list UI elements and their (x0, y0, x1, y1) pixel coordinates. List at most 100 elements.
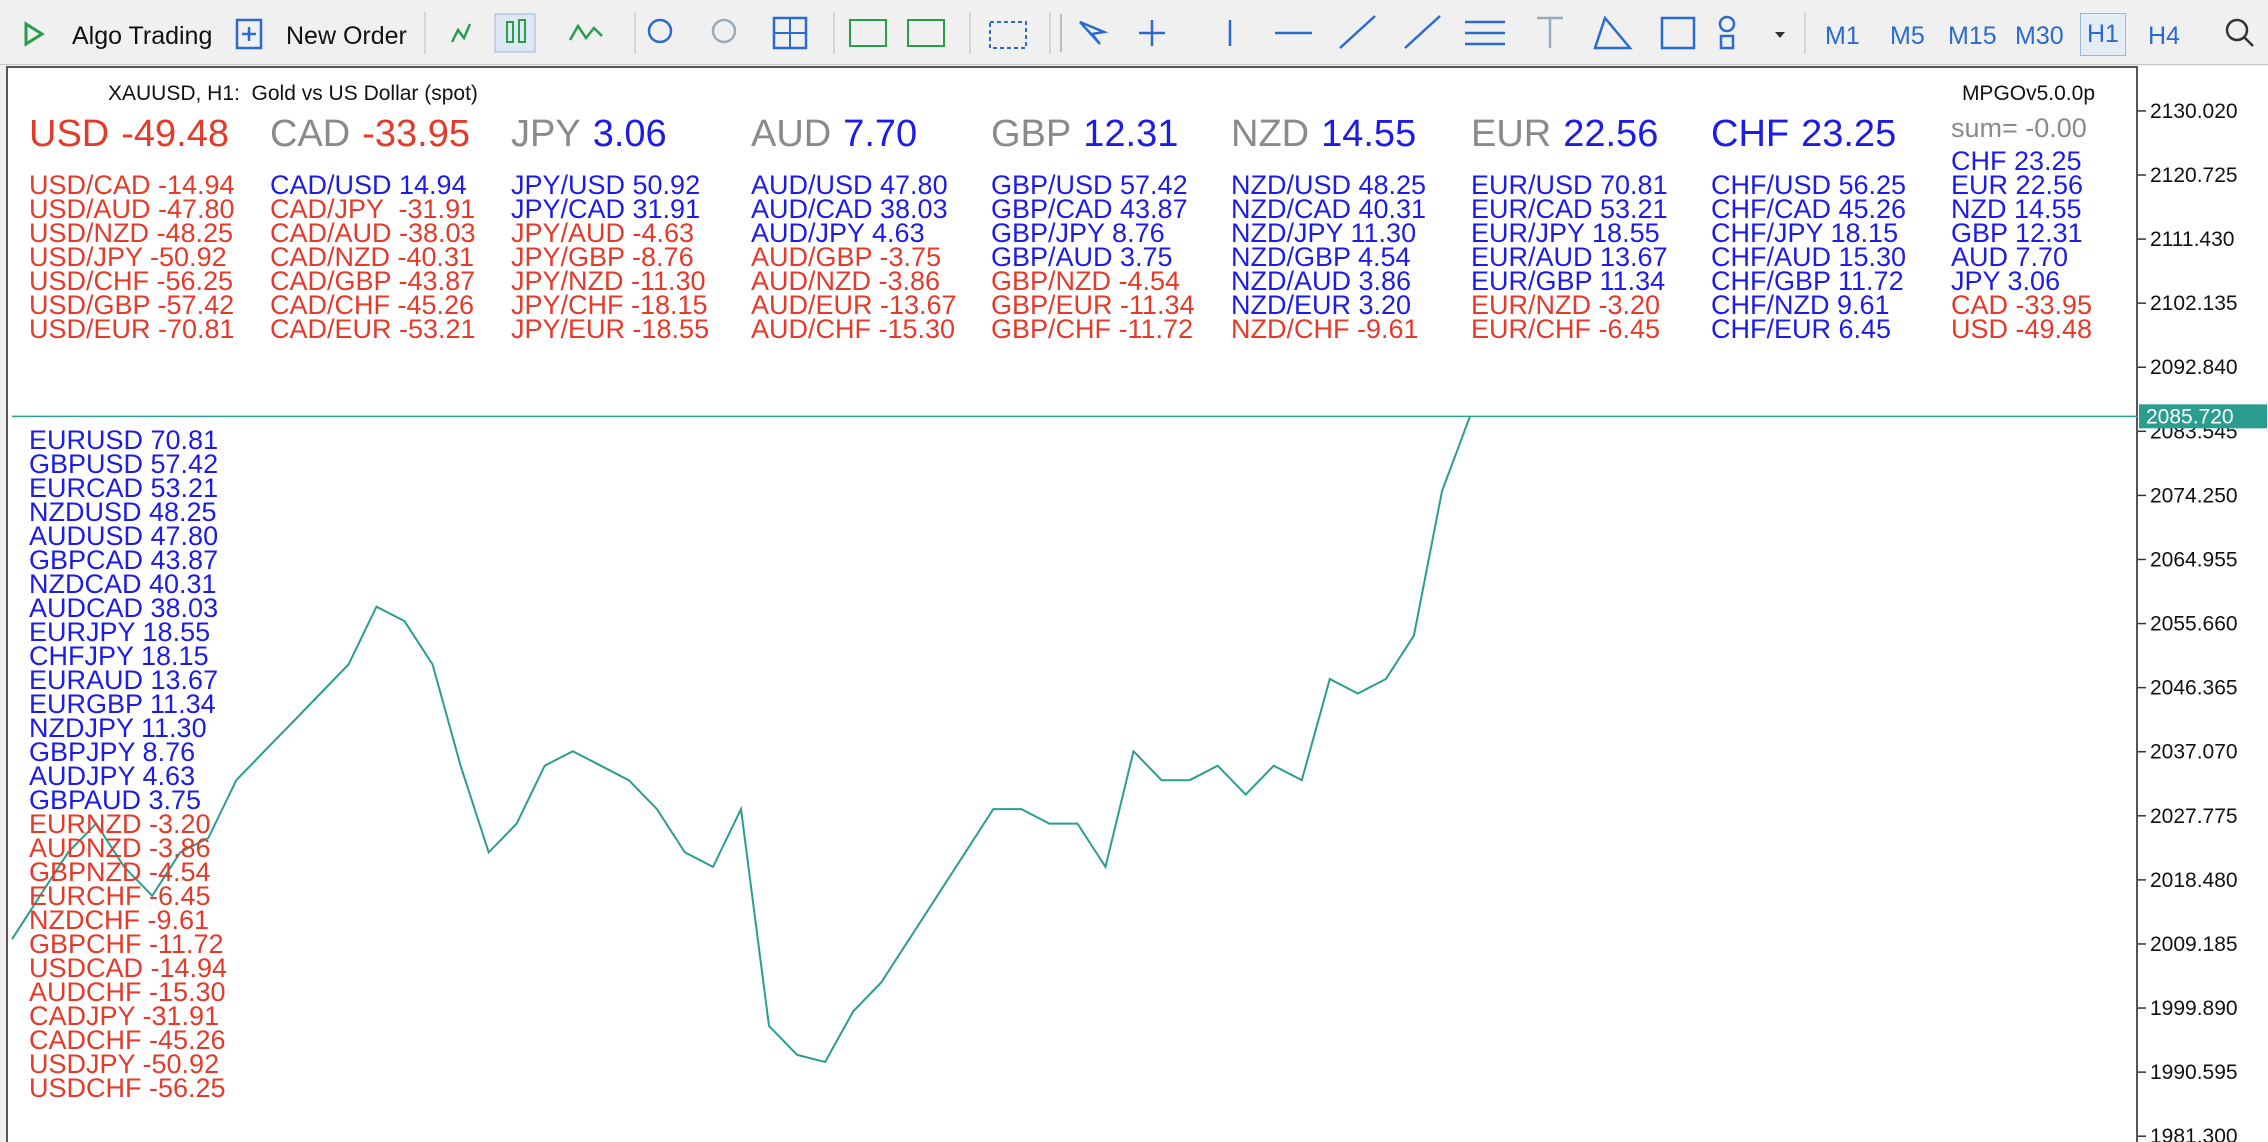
currency-label: USD (29, 113, 110, 155)
pair-strength: NZD/GBP 4.54 (1231, 242, 1411, 272)
pair-strength: CAD/GBP -43.87 (270, 266, 476, 296)
pair-ranking: NZDJPY 11.30 (29, 713, 207, 743)
pair-strength: CAD/JPY -31.91 (270, 194, 476, 224)
y-tick-label: 2027.775 (2150, 805, 2238, 828)
pair-strength: EUR/NZD -3.20 (1471, 290, 1661, 320)
pair-ranking: GBPJPY 8.76 (29, 737, 196, 767)
pair-strength: EUR/CHF -6.45 (1471, 314, 1661, 344)
pair-ranking: EURGBP 11.34 (29, 689, 216, 719)
bar-icon[interactable] (450, 23, 472, 43)
line-icon[interactable] (568, 23, 603, 41)
cursor-icon[interactable] (1079, 20, 1109, 45)
pair-strength: NZD/JPY 11.30 (1231, 218, 1417, 248)
algo-trading-button[interactable]: Algo Trading (72, 22, 213, 50)
pair-strength: JPY/CHF -18.15 (511, 290, 708, 320)
trendline-icon[interactable] (1339, 15, 1376, 49)
pair-strength: EUR/JPY 18.55 (1471, 218, 1660, 248)
currency-label: CHF (1711, 113, 1790, 155)
pair-ranking: USDCHF -56.25 (29, 1073, 226, 1103)
pair-ranking: USDCAD -14.94 (29, 953, 228, 983)
price-axis (2138, 66, 2268, 1142)
pair-strength: CHF/JPY 18.15 (1711, 218, 1899, 248)
shape-icon[interactable] (1593, 15, 1633, 50)
indicator-name: MPGOv5.0.0p (1961, 82, 2095, 105)
summary-item: USD -49.48 (1951, 314, 2093, 344)
pair-ranking: AUDNZD -3.86 (29, 833, 211, 863)
pair-strength: EUR/USD 70.81 (1471, 170, 1668, 200)
search-icon[interactable] (2225, 18, 2249, 42)
pair-strength: USD/JPY -50.92 (29, 242, 227, 272)
pair-ranking: EURCHF -6.45 (29, 881, 211, 911)
pair-strength: USD/GBP -57.42 (29, 290, 235, 320)
y-tick-label: 2111.430 (2150, 228, 2234, 251)
strength-sum: sum= -0.00 (1951, 113, 2087, 143)
pair-ranking: CADCHF -45.26 (29, 1025, 226, 1055)
timeframe-button[interactable]: H4 (2148, 22, 2180, 50)
autoscroll-icon[interactable] (849, 19, 887, 47)
pair-strength: CHF/CAD 45.26 (1711, 194, 1907, 224)
y-tick-label: 2046.365 (2150, 677, 2238, 700)
current-price-label: 2085.720 (2146, 405, 2234, 428)
timeframe-button[interactable]: M1 (1825, 22, 1860, 50)
channel-icon[interactable] (1404, 15, 1441, 49)
y-tick-label: 2092.840 (2150, 356, 2238, 379)
currency-strength: 22.56 (1563, 113, 1659, 155)
currency-label: AUD (751, 113, 832, 155)
currency-strength: -49.48 (121, 113, 229, 155)
screenshot-icon[interactable] (989, 21, 1027, 49)
pair-strength: JPY/NZD -11.30 (511, 266, 706, 296)
pair-ranking: NZDUSD 48.25 (29, 497, 217, 527)
chart-frame (6, 66, 2138, 1142)
pair-strength: AUD/CHF -15.30 (751, 314, 956, 344)
summary-item: CHF 23.25 (1951, 146, 2082, 176)
timeframe-button[interactable]: M30 (2015, 22, 2064, 50)
y-tick-label: 2055.660 (2150, 613, 2238, 636)
pair-ranking: EURCAD 53.21 (29, 473, 219, 503)
pair-strength: NZD/CAD 40.31 (1231, 194, 1427, 224)
pair-strength: NZD/USD 48.25 (1231, 170, 1427, 200)
y-tick-label: 2009.185 (2150, 933, 2238, 956)
new-order-button[interactable]: New Order (286, 22, 407, 50)
summary-item: AUD 7.70 (1951, 242, 2069, 272)
icon-part (2243, 36, 2254, 47)
new-order-icon[interactable] (235, 18, 263, 50)
currency-strength: 12.31 (1083, 113, 1179, 155)
pair-ranking: EURJPY 18.55 (29, 617, 211, 647)
timeframe-button[interactable]: M5 (1890, 22, 1925, 50)
pair-ranking: GBPCHF -11.72 (29, 929, 224, 959)
pair-strength: CHF/NZD 9.61 (1711, 290, 1890, 320)
pair-strength: USD/EUR -70.81 (29, 314, 235, 344)
currency-strength: 23.25 (1801, 113, 1897, 155)
currency-label: EUR (1471, 113, 1552, 155)
summary-item: CAD -33.95 (1951, 290, 2093, 320)
pair-strength: AUD/USD 47.80 (751, 170, 948, 200)
pair-strength: NZD/AUD 3.86 (1231, 266, 1412, 296)
play-icon[interactable] (24, 21, 45, 47)
pair-ranking: NZDCAD 40.31 (29, 569, 217, 599)
candle-icon (506, 21, 514, 43)
pair-ranking: GBPAUD 3.75 (29, 785, 202, 815)
dropdown-arrow[interactable] (1775, 32, 1785, 38)
timeframe-button[interactable]: H1 (2080, 13, 2126, 56)
pair-ranking: GBPNZD -4.54 (29, 857, 211, 887)
pair-ranking: EURAUD 13.67 (29, 665, 219, 695)
pair-strength: USD/NZD -48.25 (29, 218, 234, 248)
zoom-in-icon[interactable] (647, 18, 673, 44)
pair-strength: EUR/CAD 53.21 (1471, 194, 1668, 224)
timeframe-button[interactable]: M15 (1948, 22, 1997, 50)
pair-strength: CAD/CHF -45.26 (270, 290, 475, 320)
pair-strength: AUD/CAD 38.03 (751, 194, 948, 224)
pair-ranking: AUDCAD 38.03 (29, 593, 219, 623)
objects-icon[interactable] (1718, 15, 1736, 33)
currency-label: JPY (511, 113, 581, 155)
pair-strength: GBP/JPY 8.76 (991, 218, 1165, 248)
current-price-box (2139, 404, 2267, 429)
currency-strength: 7.70 (843, 113, 918, 155)
rect-icon[interactable] (1660, 16, 1696, 50)
zoom-out-icon[interactable] (711, 18, 737, 44)
toolbar-icons (24, 12, 2254, 54)
shift-icon[interactable] (907, 19, 945, 47)
currency-strength: 14.55 (1321, 113, 1417, 155)
active-tool[interactable] (494, 13, 536, 53)
pair-strength: CAD/USD 14.94 (270, 170, 467, 200)
